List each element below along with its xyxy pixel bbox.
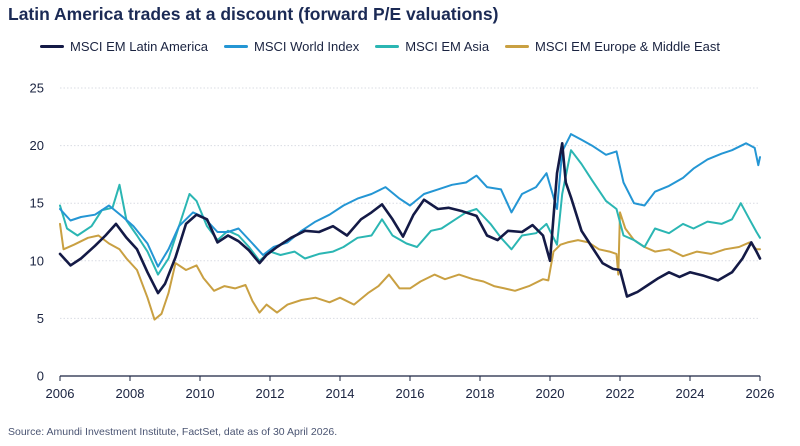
axes: 0 5 10 15 20 25 2006 2008 2010 2012 2014 2016 2018 20… [30, 81, 775, 402]
y-tick-label: 20 [30, 138, 44, 153]
grid-lines [60, 87, 760, 319]
y-tick-label: 25 [30, 81, 44, 96]
x-tick-label: 2010 [186, 386, 215, 401]
x-tick-label: 2020 [536, 386, 565, 401]
legend-swatch-asia [375, 45, 400, 48]
series-line-asia [59, 149, 761, 276]
y-tick-label: 10 [30, 253, 44, 268]
series-line-world [59, 133, 761, 268]
chart-legend: MSCI EM Latin America MSCI World Index M… [40, 39, 736, 54]
chart-title: Latin America trades at a discount (forw… [8, 4, 499, 24]
y-tick-label: 0 [37, 369, 44, 384]
y-tick-label: 15 [30, 196, 44, 211]
source-note: Source: Amundi Investment Institute, Fac… [8, 426, 338, 438]
x-tick-label: 2006 [46, 386, 75, 401]
x-tick-label: 2012 [256, 386, 285, 401]
legend-item-emea: MSCI EM Europe & Middle East [505, 39, 720, 54]
y-tick-label: 5 [37, 311, 44, 326]
legend-swatch-world [224, 45, 248, 48]
series-line-emea [59, 211, 761, 321]
series-lines [58, 133, 762, 321]
series-line-latam [58, 142, 762, 298]
x-tick-label: 2008 [116, 386, 145, 401]
legend-label-latam: MSCI EM Latin America [70, 39, 208, 54]
x-tick-label: 2014 [326, 386, 355, 401]
x-tick-label: 2022 [606, 386, 635, 401]
x-tick-label: 2016 [396, 386, 425, 401]
x-tick-label: 2018 [466, 386, 495, 401]
legend-label-asia: MSCI EM Asia [405, 39, 490, 54]
legend-swatch-latam [40, 45, 64, 48]
x-tick-label: 2026 [746, 386, 775, 401]
legend-label-emea: MSCI EM Europe & Middle East [535, 39, 721, 54]
legend-item-latam: MSCI EM Latin America [40, 39, 208, 54]
legend-swatch-emea [505, 45, 530, 48]
legend-item-world: MSCI World Index [224, 39, 359, 54]
legend-label-world: MSCI World Index [254, 39, 360, 54]
legend-item-asia: MSCI EM Asia [375, 39, 489, 54]
x-tick-label: 2024 [676, 386, 705, 401]
